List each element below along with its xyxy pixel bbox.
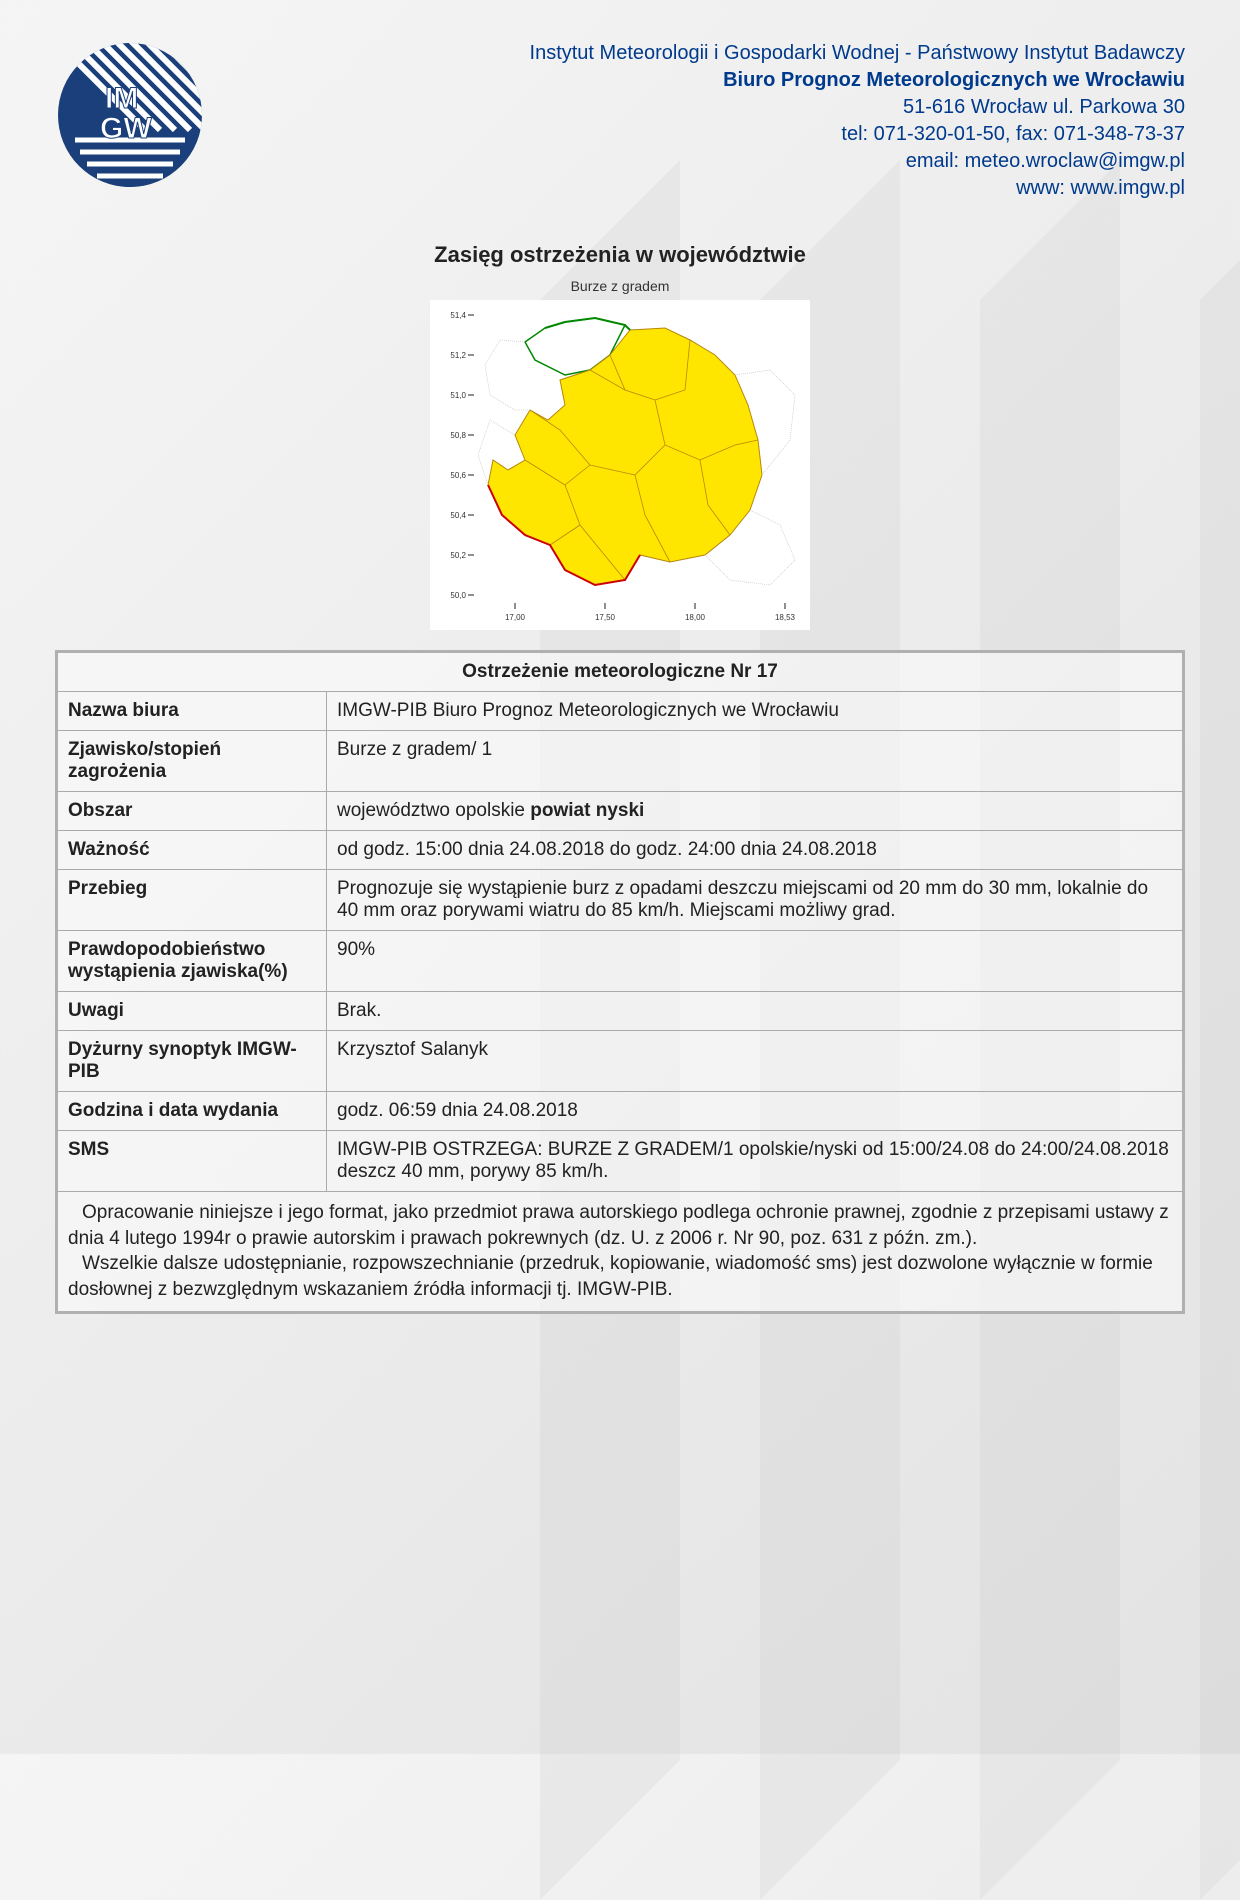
phone-fax: tel: 071-320-01-50, fax: 071-348-73-37 (235, 121, 1185, 148)
row-label: Przebieg (57, 870, 327, 931)
row-value: Burze z gradem/ 1 (327, 731, 1184, 792)
row-label: SMS (57, 1131, 327, 1192)
row-value: województwo opolskie powiat nyski (327, 792, 1184, 831)
svg-text:50,2: 50,2 (450, 551, 466, 560)
row-label: Nazwa biura (57, 692, 327, 731)
svg-text:50,0: 50,0 (450, 591, 466, 600)
email: email: meteo.wroclaw@imgw.pl (235, 148, 1185, 175)
row-value: od godz. 15:00 dnia 24.08.2018 do godz. … (327, 831, 1184, 870)
imgw-logo: IM GW (55, 40, 205, 190)
svg-text:50,8: 50,8 (450, 431, 466, 440)
header-text: Instytut Meteorologii i Gospodarki Wodne… (235, 40, 1185, 202)
map-caption: Burze z gradem (55, 278, 1185, 294)
row-label: Godzina i data wydania (57, 1092, 327, 1131)
table-row: Zjawisko/stopień zagrożenia Burze z grad… (57, 731, 1184, 792)
svg-text:51,4: 51,4 (450, 311, 466, 320)
warning-map: 51,4 51,2 51,0 50,8 50,6 50,4 50,2 50,0 … (430, 300, 810, 630)
svg-text:50,6: 50,6 (450, 471, 466, 480)
row-label: Obszar (57, 792, 327, 831)
table-row: Prawdopodobieństwo wystąpienia zjawiska(… (57, 931, 1184, 992)
row-value: IMGW-PIB Biuro Prognoz Meteorologicznych… (327, 692, 1184, 731)
copyright-footer: Opracowanie niniejsze i jego format, jak… (57, 1192, 1184, 1313)
table-row: Uwagi Brak. (57, 992, 1184, 1031)
table-row: Ważność od godz. 15:00 dnia 24.08.2018 d… (57, 831, 1184, 870)
address: 51-616 Wrocław ul. Parkowa 30 (235, 94, 1185, 121)
row-label: Zjawisko/stopień zagrożenia (57, 731, 327, 792)
svg-text:18,53: 18,53 (775, 613, 796, 622)
svg-text:GW: GW (100, 112, 152, 145)
row-label: Ważność (57, 831, 327, 870)
row-value: Brak. (327, 992, 1184, 1031)
svg-text:51,2: 51,2 (450, 351, 466, 360)
table-row: Przebieg Prognozuje się wystąpienie burz… (57, 870, 1184, 931)
row-value: IMGW-PIB OSTRZEGA: BURZE Z GRADEM/1 opol… (327, 1131, 1184, 1192)
svg-text:17,50: 17,50 (595, 613, 616, 622)
table-row: Obszar województwo opolskie powiat nyski (57, 792, 1184, 831)
row-label: Prawdopodobieństwo wystąpienia zjawiska(… (57, 931, 327, 992)
bureau-name: Biuro Prognoz Meteorologicznych we Wrocł… (235, 67, 1185, 94)
warning-title: Ostrzeżenie meteorologiczne Nr 17 (57, 652, 1184, 692)
section-title: Zasięg ostrzeżenia w województwie (55, 242, 1185, 268)
row-label: Dyżurny synoptyk IMGW-PIB (57, 1031, 327, 1092)
header: IM GW Instytut Meteorologii i Gospodarki… (55, 40, 1185, 202)
svg-text:51,0: 51,0 (450, 391, 466, 400)
svg-text:18,00: 18,00 (685, 613, 706, 622)
svg-text:IM: IM (105, 82, 138, 115)
row-value: godz. 06:59 dnia 24.08.2018 (327, 1092, 1184, 1131)
warning-table: Ostrzeżenie meteorologiczne Nr 17 Nazwa … (55, 650, 1185, 1314)
website: www: www.imgw.pl (235, 175, 1185, 202)
row-label: Uwagi (57, 992, 327, 1031)
svg-text:50,4: 50,4 (450, 511, 466, 520)
table-row: Dyżurny synoptyk IMGW-PIB Krzysztof Sala… (57, 1031, 1184, 1092)
table-row: Nazwa biura IMGW-PIB Biuro Prognoz Meteo… (57, 692, 1184, 731)
row-value: Prognozuje się wystąpienie burz z opadam… (327, 870, 1184, 931)
row-value: Krzysztof Salanyk (327, 1031, 1184, 1092)
row-value: 90% (327, 931, 1184, 992)
table-row: Godzina i data wydania godz. 06:59 dnia … (57, 1092, 1184, 1131)
table-row: SMS IMGW-PIB OSTRZEGA: BURZE Z GRADEM/1 … (57, 1131, 1184, 1192)
org-name: Instytut Meteorologii i Gospodarki Wodne… (235, 40, 1185, 67)
svg-text:17,00: 17,00 (505, 613, 526, 622)
